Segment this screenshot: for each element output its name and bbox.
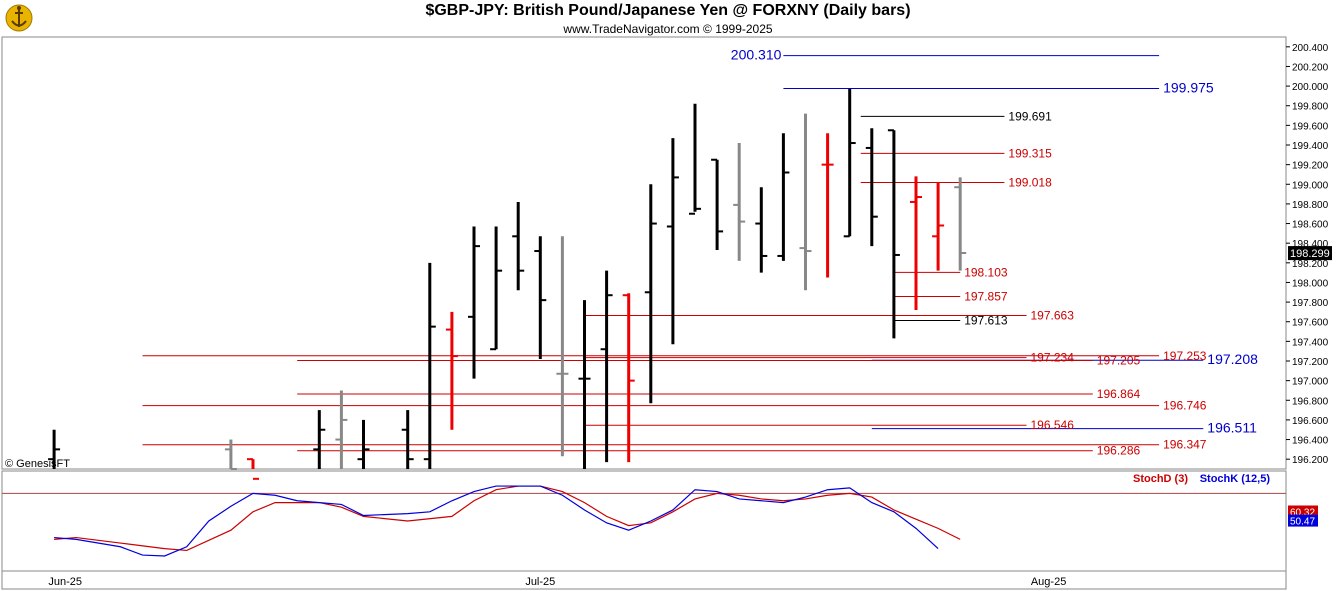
y-tick-label: 197.000 (1292, 377, 1329, 388)
y-tick-label: 197.400 (1292, 337, 1329, 348)
level-label: 196.511 (1207, 420, 1257, 436)
last-price-label: 198.299 (1290, 248, 1330, 260)
y-tick-label: 199.000 (1292, 180, 1329, 191)
level-label: 197.205 (1097, 354, 1141, 368)
level-label: 199.691 (1008, 109, 1052, 123)
level-label: 197.857 (964, 289, 1008, 303)
stochd-legend: StochD (3) (1133, 473, 1188, 485)
date-axis: Jun-25 Jul-25 Aug-25 (48, 576, 1066, 588)
y-tick-label: 200.200 (1292, 62, 1329, 73)
stochk-legend: StochK (12,5) (1200, 473, 1271, 485)
stoch-value-box (1288, 514, 1318, 527)
y-tick-label: 197.600 (1292, 318, 1329, 329)
level-label: 199.975 (1163, 80, 1214, 96)
level-label: 196.746 (1163, 399, 1207, 413)
stoch-series-line (54, 485, 939, 557)
x-tick-label: Jul-25 (525, 576, 555, 588)
level-label: 199.315 (1008, 146, 1052, 160)
level-label: 198.103 (964, 265, 1008, 279)
y-tick-label: 198.000 (1292, 278, 1329, 289)
y-tick-label: 196.200 (1292, 455, 1329, 466)
level-label: 199.018 (1008, 176, 1052, 190)
chart-frame: © GenesisFT (1, 36, 1287, 590)
x-tick-label: Aug-25 (1031, 576, 1066, 588)
y-tick-label: 196.800 (1292, 396, 1329, 407)
stoch-series-line (54, 485, 961, 552)
stochastic-panel-border (1, 470, 1287, 572)
level-label: 196.546 (1031, 418, 1075, 432)
y-tick-label: 199.400 (1292, 141, 1329, 152)
y-tick-label: 199.600 (1292, 121, 1329, 132)
genesisft-watermark: © GenesisFT (5, 458, 70, 470)
level-label: 197.613 (964, 313, 1008, 327)
level-label: 197.663 (1031, 309, 1075, 323)
copyright-text: www.TradeNavigator.com © 1999-2025 (563, 22, 773, 36)
level-label: 197.234 (1031, 351, 1075, 365)
level-label: 196.864 (1097, 387, 1141, 401)
y-tick-label: 198.600 (1292, 220, 1329, 231)
y-tick-label: 200.400 (1292, 43, 1329, 54)
y-tick-label: 198.200 (1292, 259, 1329, 270)
stoch-value-label: 60.32 (1290, 508, 1315, 519)
last-price-box (1288, 246, 1332, 261)
y-tick-label: 196.600 (1292, 416, 1329, 427)
y-tick-label: 199.200 (1292, 161, 1329, 172)
y-tick-label: 200.000 (1292, 82, 1329, 93)
y-tick-label: 199.800 (1292, 102, 1329, 113)
price-panel-border (1, 36, 1287, 470)
y-tick-label: 197.200 (1292, 357, 1329, 368)
y-tick-label: 196.400 (1292, 436, 1329, 447)
level-label: 200.310 (731, 47, 782, 63)
chart-title: $GBP-JPY: British Pound/Japanese Yen @ F… (425, 2, 911, 19)
level-label: 196.347 (1163, 438, 1207, 452)
level-labels: 200.310 199.975 199.691 199.315 199.018 198.1… (731, 47, 1258, 458)
level-label: 197.208 (1207, 351, 1258, 367)
ohlc-bars (48, 89, 967, 480)
date-axis-strip (1, 570, 1287, 590)
x-tick-label: Jun-25 (48, 576, 82, 588)
y-tick-label: 198.400 (1292, 239, 1329, 250)
y-tick-label: 198.800 (1292, 200, 1329, 211)
stoch-value-box (1288, 505, 1318, 518)
level-label: 196.286 (1097, 444, 1141, 458)
price-axis: 200.400 200.200 200.000 199.800 199.600 199.4… (1286, 43, 1332, 466)
trade-navigator-logo-icon (4, 2, 34, 34)
stoch-value-label: 50.47 (1290, 517, 1315, 528)
y-tick-label: 197.800 (1292, 298, 1329, 309)
level-label: 197.253 (1163, 349, 1207, 363)
